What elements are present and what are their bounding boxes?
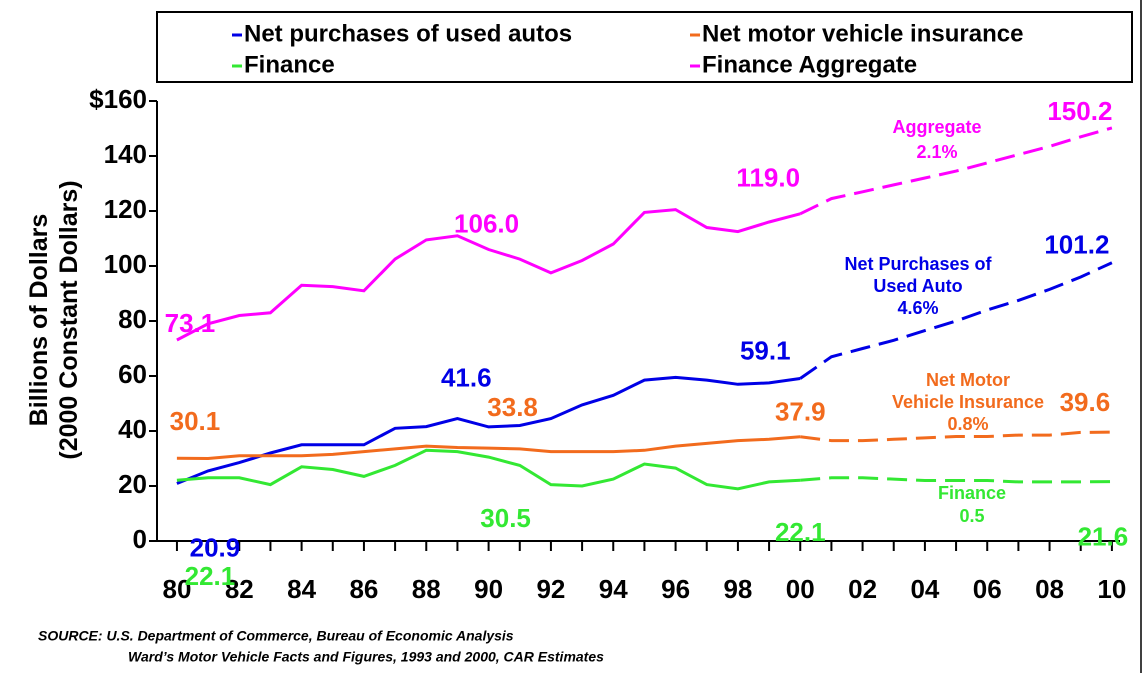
series-projection	[800, 430, 1112, 443]
y-tick-label: 120	[104, 194, 147, 224]
legend-box	[156, 11, 1133, 83]
growth-annotation: Net Motor	[926, 370, 1010, 390]
value-label: 30.5	[480, 503, 531, 533]
y-tick-label: 0	[133, 524, 147, 554]
value-label: 119.0	[736, 163, 800, 193]
y-axis-label-line: (2000 Constant Dollars)	[55, 180, 83, 459]
x-tick-label: 96	[661, 574, 690, 604]
x-tick-label: 04	[910, 574, 939, 604]
series-projection	[799, 126, 1113, 216]
value-label: 30.1	[170, 406, 221, 436]
x-tick-label: 98	[723, 574, 752, 604]
value-label: 22.1	[775, 517, 826, 547]
value-label: 39.6	[1060, 387, 1111, 417]
growth-annotation: 2.1%	[916, 142, 957, 162]
y-tick-label: 60	[118, 359, 147, 389]
growth-annotation: Vehicle Insurance	[892, 392, 1044, 412]
value-label: 41.6	[441, 362, 492, 392]
x-tick-label: 10	[1097, 574, 1126, 604]
value-label: 20.9	[190, 532, 241, 562]
series-line	[176, 435, 801, 461]
x-tick-label: 92	[536, 574, 565, 604]
y-tick-label: 140	[104, 139, 147, 169]
y-axis-label: Billions of Dollars(2000 Constant Dollar…	[25, 180, 83, 459]
legend-label: Net purchases of used autos	[244, 20, 572, 47]
growth-annotation: 0.5	[959, 506, 984, 526]
value-label: 37.9	[775, 397, 826, 427]
growth-annotation: Net Purchases of	[844, 254, 992, 274]
value-label: 73.1	[165, 308, 216, 338]
value-label: 59.1	[740, 335, 791, 365]
x-tick-label: 86	[349, 574, 378, 604]
x-tick-label: 84	[287, 574, 316, 604]
value-label: 33.8	[487, 392, 538, 422]
growth-annotation: 4.6%	[897, 298, 938, 318]
legend-label: Finance Aggregate	[702, 51, 917, 78]
x-tick-label: 94	[599, 574, 628, 604]
legend-label: Net motor vehicle insurance	[702, 20, 1023, 47]
x-tick-label: 82	[225, 574, 254, 604]
x-tick-label: 88	[412, 574, 441, 604]
y-tick-label: 100	[104, 249, 147, 279]
y-tick-label: 80	[118, 304, 147, 334]
y-tick-label: 20	[118, 469, 147, 499]
growth-annotation: Finance	[938, 483, 1006, 503]
series-line	[176, 208, 801, 342]
series-projection	[799, 261, 1113, 380]
source-note: Ward’s Motor Vehicle Facts and Figures, …	[128, 649, 604, 665]
x-tick-label: 00	[786, 574, 815, 604]
value-label: 150.2	[1047, 96, 1112, 126]
growth-annotation: Used Auto	[873, 276, 962, 296]
growth-annotation: 0.8%	[947, 414, 988, 434]
x-tick-label: 80	[162, 574, 191, 604]
y-tick-label: $160	[89, 84, 147, 114]
x-tick-label: 06	[973, 574, 1002, 604]
x-tick-label: 08	[1035, 574, 1064, 604]
y-axis-label-line: Billions of Dollars	[25, 214, 53, 427]
series-projection	[800, 476, 1112, 484]
x-tick-label: 02	[848, 574, 877, 604]
y-tick-label: 40	[118, 414, 147, 444]
series-line	[176, 448, 801, 491]
value-label: 106.0	[454, 208, 519, 238]
source-note: SOURCE: U.S. Department of Commerce, Bur…	[38, 628, 514, 644]
value-label: 21.6	[1078, 521, 1129, 551]
legend-label: Finance	[244, 51, 335, 78]
growth-annotation: Aggregate	[892, 117, 981, 137]
value-label: 22.1	[185, 561, 236, 591]
value-label: 101.2	[1044, 230, 1109, 260]
series-line	[176, 375, 801, 485]
x-tick-label: 90	[474, 574, 503, 604]
